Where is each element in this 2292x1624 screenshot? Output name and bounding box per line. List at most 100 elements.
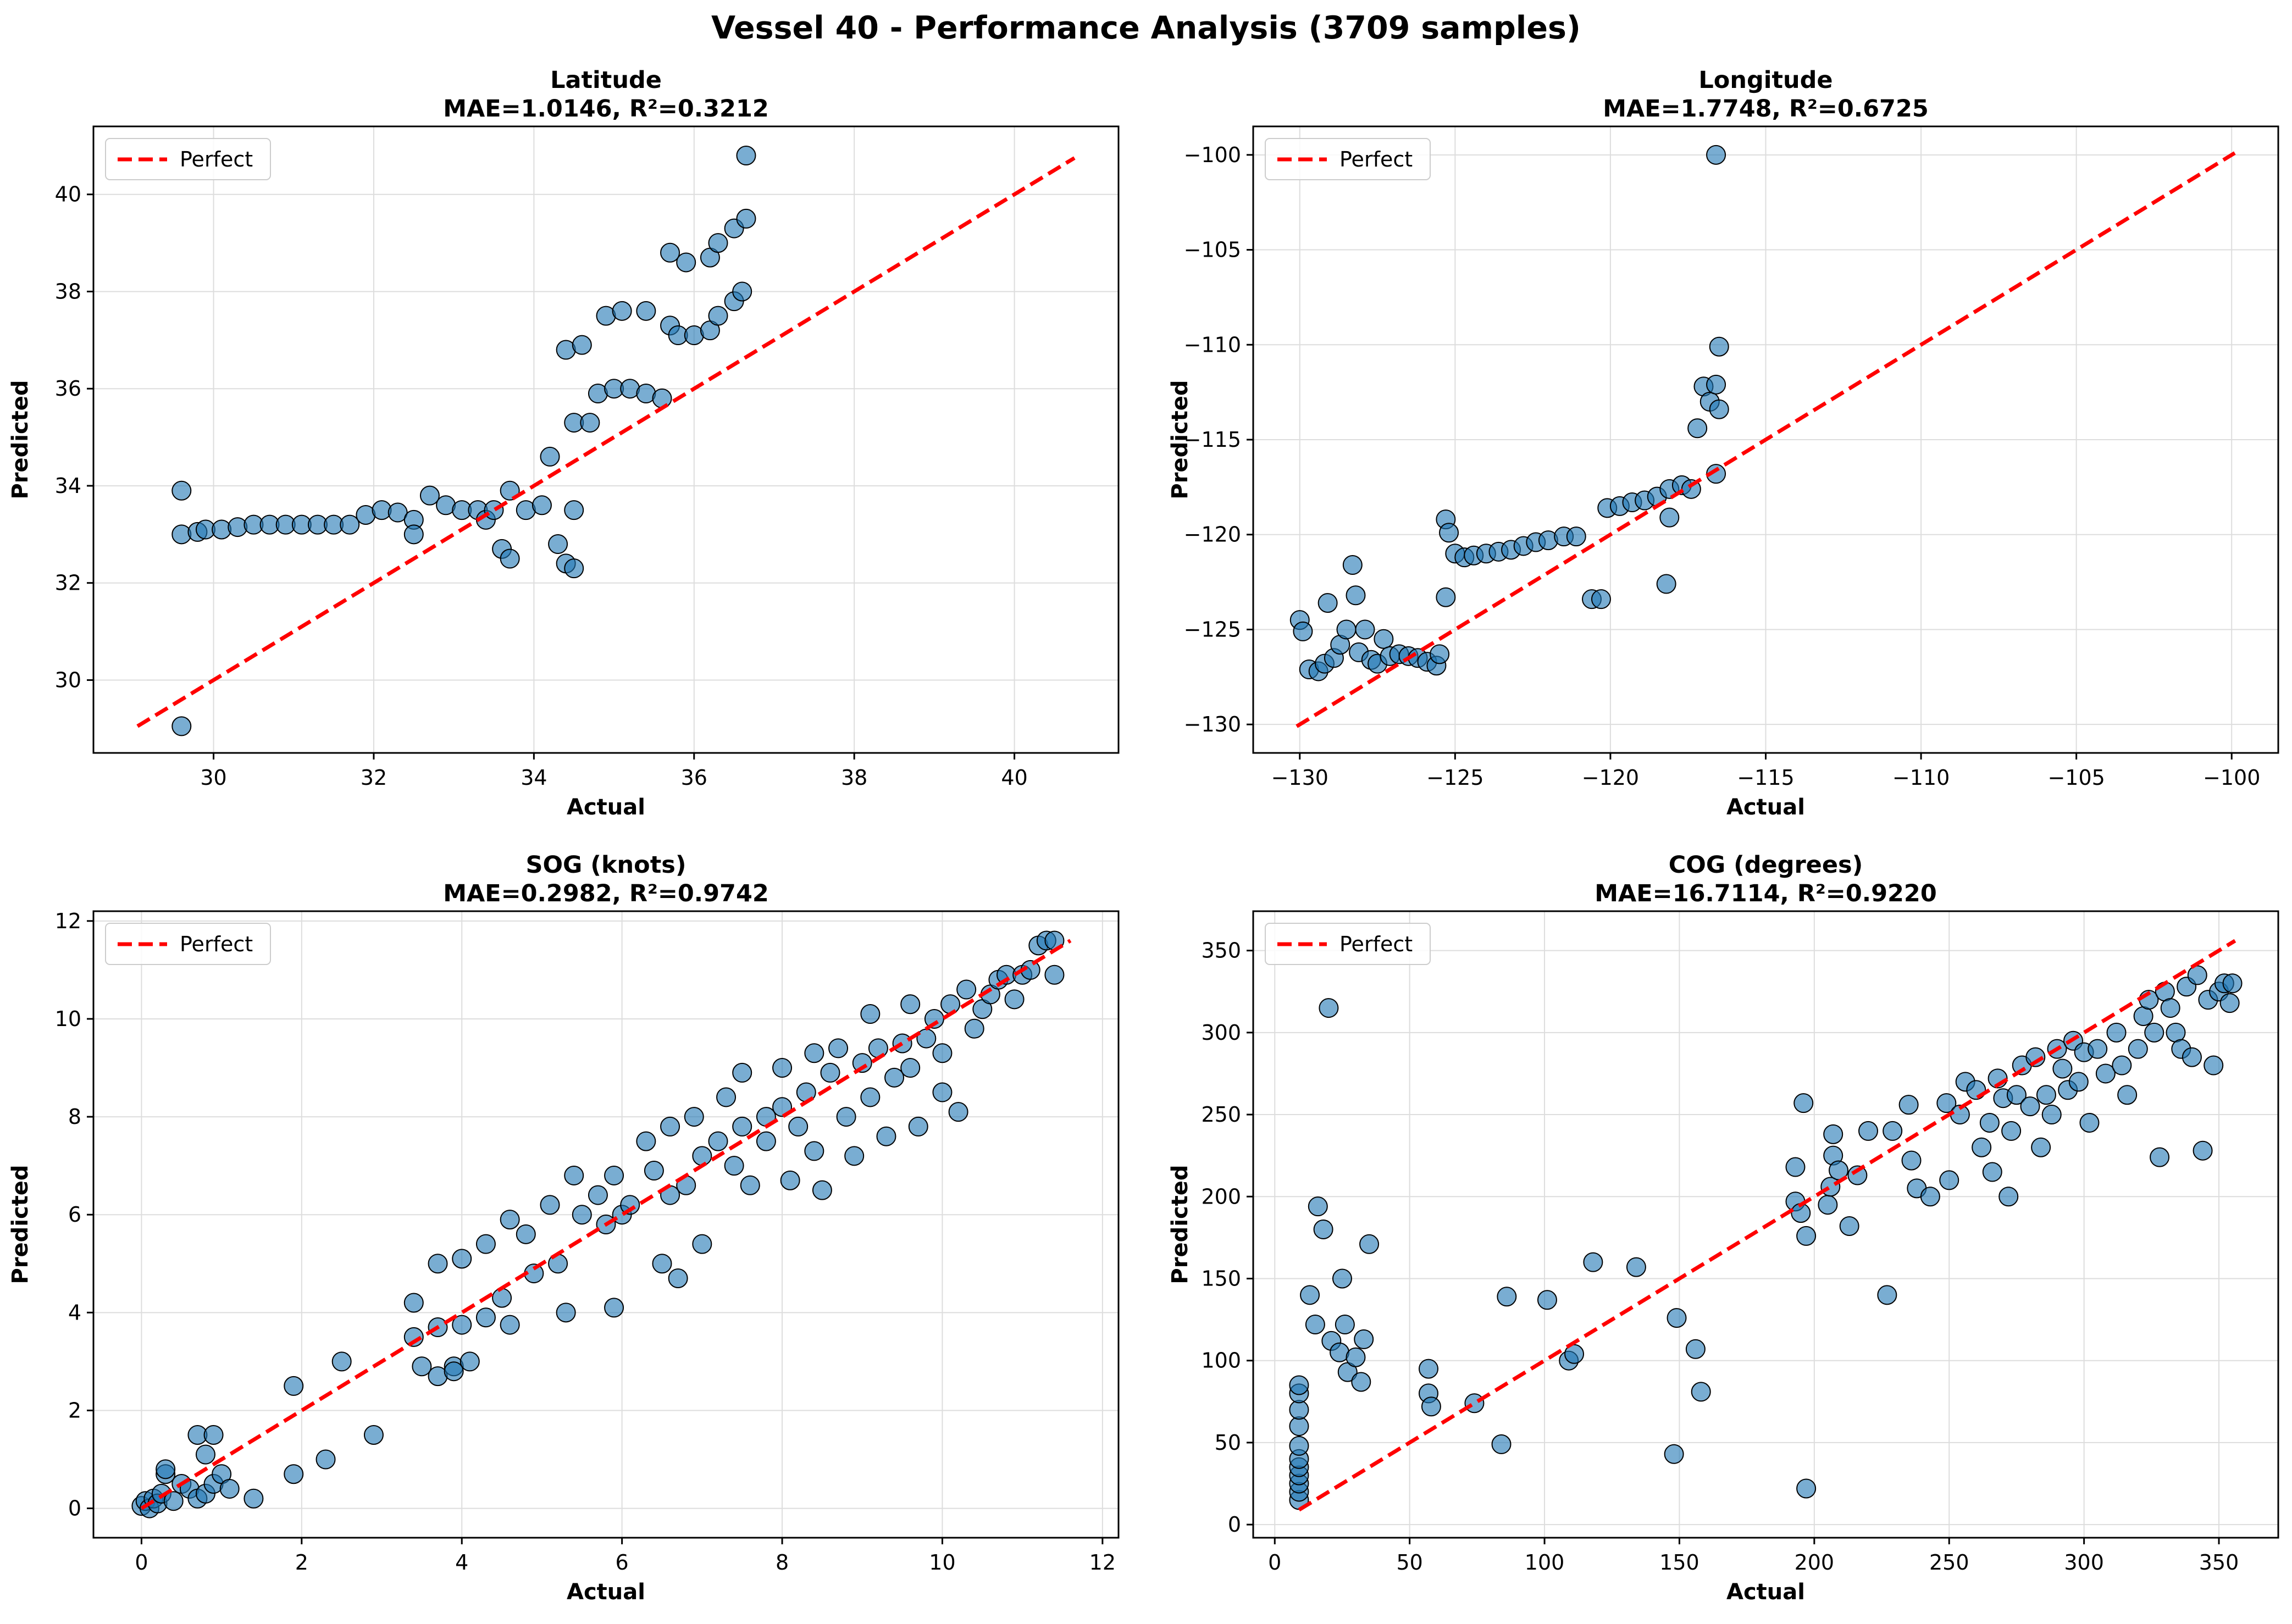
sog-data-point [284,1464,304,1484]
latitude-y-tick-label: 36 [55,376,81,401]
sog-x-tick-label: 6 [616,1550,629,1575]
sog-subplot: 0 2 4 6 8 10 12 0 2 4 6 8 10 12 Actual Predicted SOG (kn… [8,851,1120,1605]
sog-data-point [604,1165,624,1185]
sog-data-point [812,1180,832,1200]
latitude-data-point [708,306,728,326]
latitude-data-point [548,534,568,554]
sog-data-point [860,1004,881,1024]
sog-data-point [780,1170,800,1190]
cog-data-point [2219,993,2240,1013]
latitude-y-axis-label: Predicted [8,380,33,499]
cog-x-tick-label: 150 [1659,1550,1699,1575]
cog-data-point [2025,1047,2046,1067]
latitude-x-tick-label: 32 [361,766,387,790]
sog-data-point [876,1126,896,1146]
cog-data-point [1982,1162,2002,1182]
cog-data-point [2095,1063,2116,1084]
latitude-data-point [500,548,520,569]
sog-y-tick-label: 4 [68,1300,81,1324]
longitude-subplot-title: Longitude MAE=1.7748, R²=0.6725 [1603,66,1929,123]
figure-title: Vessel 40 - Performance Analysis (3709 s… [711,10,1581,46]
cog-data-point [1883,1121,1903,1141]
cog-points [1289,965,2243,1510]
longitude-data-point [1709,336,1729,357]
cog-y-tick-label: 0 [1228,1512,1241,1537]
cog-data-point [2036,1085,2056,1105]
cog-x-tick-label: 50 [1396,1550,1422,1575]
latitude-y-tick-label: 30 [55,668,81,692]
sog-data-point [243,1488,264,1509]
cog-x-tick-label: 0 [1268,1550,1281,1575]
cog-data-point [2117,1085,2138,1105]
sog-data-point [1044,965,1065,985]
latitude-data-point [572,335,592,355]
latitude-x-tick-label: 40 [1001,766,1027,790]
sog-y-tick-label: 0 [68,1496,81,1521]
longitude-y-tick-label: −130 [1184,712,1241,736]
latitude-data-point [580,413,600,433]
latitude-data-point [419,485,440,506]
sog-data-point [219,1478,240,1499]
longitude-data-point [1342,555,1363,575]
sog-data-point [924,1008,944,1029]
latitude-data-point [708,233,728,253]
sog-data-point [860,1087,881,1107]
cog-data-point [1858,1121,1878,1141]
cog-data-point [1332,1268,1352,1289]
cog-data-point [1998,1187,2019,1207]
longitude-x-tick-label: −105 [2047,766,2105,790]
cog-x-tick-label: 100 [1525,1550,1565,1575]
sog-x-tick-label: 2 [295,1550,308,1575]
latitude-subplot-title-line: MAE=1.0146, R²=0.3212 [443,95,769,123]
latitude-legend-label: Perfect [180,147,253,171]
sog-y-axis-label: Predicted [8,1165,33,1284]
latitude-y-tick-label: 34 [55,474,81,498]
sog-data-point [572,1205,592,1225]
longitude-data-point [1706,374,1726,395]
cog-data-point [2052,1058,2073,1079]
sog-y-tick-label: 2 [68,1398,81,1422]
cog-x-tick-label: 200 [1795,1550,1835,1575]
sog-data-point [156,1459,176,1479]
sog-data-point [884,1067,905,1088]
sog-subplot-title: SOG (knots) MAE=0.2982, R²=0.9742 [443,851,769,907]
cog-data-point [1335,1315,1355,1335]
cog-data-point [1313,1219,1333,1239]
latitude-x-axis-label: Actual [567,795,645,820]
longitude-subplot-title-line: MAE=1.7748, R²=0.6725 [1603,95,1929,123]
cog-data-point [1785,1157,1806,1177]
longitude-y-tick-label: −110 [1184,332,1241,357]
cog-data-point [2031,1137,2051,1157]
cog-data-point [1901,1150,1922,1171]
latitude-x-tick-label: 30 [200,766,226,790]
latitude-x-tick-label: 38 [841,766,867,790]
cog-data-point [1583,1252,1603,1272]
cog-data-point [2006,1085,2027,1105]
longitude-y-tick-label: −105 [1184,238,1241,262]
sog-data-point [692,1234,712,1254]
sog-data-point [604,1298,624,1318]
sog-data-point [636,1131,656,1151]
longitude-points [1289,145,1729,681]
sog-data-point [620,1195,640,1215]
latitude-subplot-title-line: Latitude [550,66,662,94]
cog-data-point [1796,1478,1817,1499]
cog-data-point [1300,1285,1320,1305]
cog-data-point [1839,1216,1859,1236]
sog-axes-frame [92,910,1120,1539]
latitude-data-point [564,558,584,579]
longitude-x-tick-label: −110 [1892,766,1950,790]
sog-x-tick-label: 10 [929,1550,955,1575]
latitude-data-point [736,146,756,166]
cog-data-point [1421,1396,1441,1417]
cog-data-point [1939,1170,1959,1190]
longitude-y-tick-label: −125 [1184,617,1241,641]
cog-data-point [1966,1080,1986,1100]
latitude-data-point [171,716,192,736]
sog-x-tick-label: 12 [1089,1550,1116,1575]
cog-data-point [2001,1121,2022,1141]
sog-data-point [556,1302,576,1323]
sog-data-point [892,1033,912,1054]
latitude-legend-box [105,138,271,180]
longitude-data-point [1436,587,1456,607]
